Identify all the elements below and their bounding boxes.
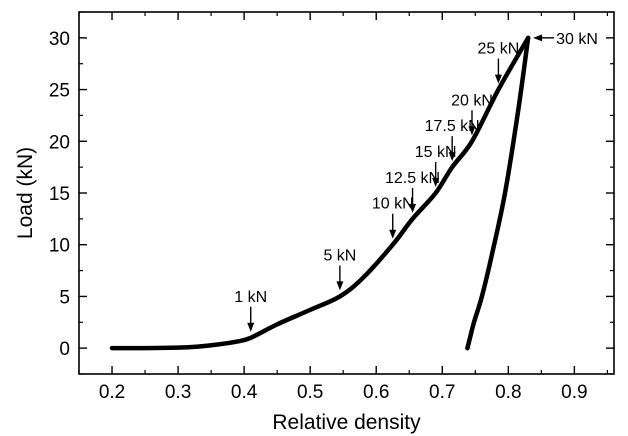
tick-labels: 0.2 0.3 0.4 0.5 0.6 0.7 0.8 0.9 0 5 10 15 20 25 30 — [49, 29, 588, 403]
annotation-arrowhead — [448, 152, 456, 162]
annotation-label: 10 kN — [372, 196, 414, 213]
x-tick-label: 0.9 — [561, 382, 587, 403]
annotation-label: 30 kN — [556, 31, 598, 48]
annotations: 1 kN 5 kN 10 kN 12.5 kN 15 kN 17.5 kN 20 kN 25 … — [234, 31, 598, 332]
x-tick-label: 0.4 — [231, 382, 258, 403]
annotation-arrowhead — [468, 126, 476, 136]
y-tick-label: 15 — [49, 184, 70, 205]
annotation-label: 12.5 kN — [385, 170, 440, 187]
y-tick-label: 10 — [49, 236, 70, 257]
annotation-arrowhead — [494, 74, 502, 84]
annotation-label: 17.5 kN — [425, 118, 480, 135]
x-tick-label: 0.7 — [429, 382, 455, 403]
annotation-arrowhead — [389, 229, 397, 239]
annotation-arrowhead — [409, 203, 417, 213]
data-series — [109, 35, 531, 351]
x-tick-label: 0.3 — [165, 382, 191, 403]
x-tick-label: 0.6 — [363, 382, 389, 403]
annotation-label: 25 kN — [478, 41, 520, 58]
y-tick-label: 25 — [49, 81, 70, 102]
annotation-arrowhead — [247, 322, 255, 332]
y-tick-label: 30 — [49, 29, 70, 50]
annotation-arrowhead — [432, 178, 440, 187]
x-tick-label: 0.8 — [495, 382, 521, 403]
annotation-arrowhead — [533, 34, 543, 42]
x-tick-label: 0.5 — [297, 382, 323, 403]
annotation-label: 1 kN — [234, 289, 267, 306]
series-line-2 — [465, 35, 531, 351]
x-axis-title: Relative density — [272, 411, 421, 434]
x-tick-label: 0.2 — [99, 382, 125, 403]
y-tick-label: 20 — [49, 132, 70, 153]
y-tick-label: 5 — [59, 287, 70, 308]
annotation-label: 15 kN — [415, 144, 457, 161]
annotation-label: 5 kN — [323, 247, 356, 264]
axis-ticks — [78, 11, 614, 375]
annotation-label: 20 kN — [451, 92, 493, 109]
y-axis-title: Load (kN) — [14, 147, 37, 239]
annotation-arrowhead — [336, 281, 344, 291]
series-line-1 — [109, 35, 531, 351]
plot-frame — [78, 11, 615, 375]
y-tick-label: 0 — [59, 339, 70, 360]
